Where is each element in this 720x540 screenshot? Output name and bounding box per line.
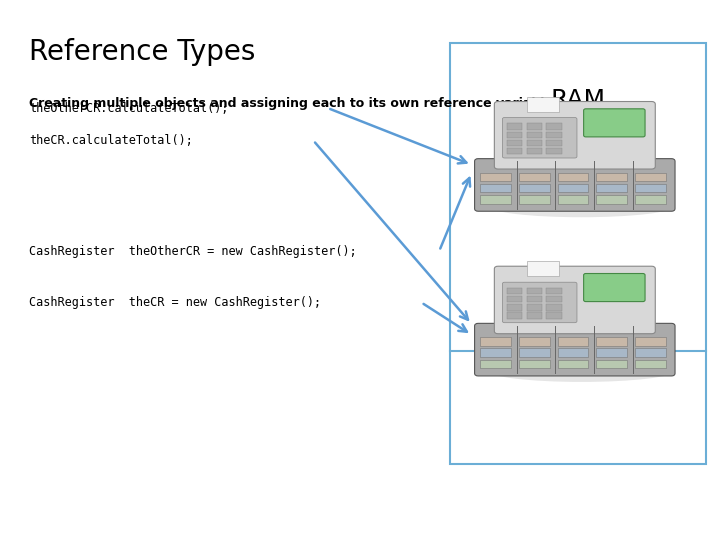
Bar [507, 305, 522, 310]
Bar [526, 261, 559, 276]
Ellipse shape [488, 195, 675, 217]
Bar [507, 148, 522, 154]
Ellipse shape [488, 360, 675, 382]
Bar [635, 184, 666, 192]
Bar [507, 296, 522, 302]
FancyBboxPatch shape [474, 323, 675, 376]
Bar [546, 148, 562, 154]
Bar [546, 124, 562, 130]
Bar [507, 288, 522, 294]
FancyBboxPatch shape [584, 273, 645, 301]
Bar [596, 195, 627, 204]
Bar [558, 172, 588, 181]
Bar [558, 348, 588, 357]
Text: theCR.calculateTotal();: theCR.calculateTotal(); [29, 134, 193, 147]
FancyBboxPatch shape [495, 102, 655, 169]
Bar [519, 184, 550, 192]
FancyBboxPatch shape [450, 43, 706, 464]
Bar [526, 140, 542, 146]
Bar [526, 296, 542, 302]
Bar [507, 140, 522, 146]
Bar [596, 337, 627, 346]
Text: Creating multiple objects and assigning each to its own reference variable:: Creating multiple objects and assigning … [29, 97, 558, 110]
Bar [526, 312, 542, 319]
Bar [546, 140, 562, 146]
Bar [596, 172, 627, 181]
Bar [519, 348, 550, 357]
Bar [546, 305, 562, 310]
Bar [546, 132, 562, 138]
Bar [519, 360, 550, 368]
Text: theOtherCR.calculateTotal();: theOtherCR.calculateTotal(); [29, 102, 228, 114]
Bar [635, 172, 666, 181]
Bar [480, 172, 511, 181]
Bar [546, 288, 562, 294]
Bar [635, 348, 666, 357]
FancyBboxPatch shape [584, 109, 645, 137]
Bar [526, 288, 542, 294]
Bar [526, 148, 542, 154]
Bar [507, 132, 522, 138]
Bar [480, 184, 511, 192]
FancyBboxPatch shape [503, 118, 577, 158]
Text: CashRegister  theOtherCR = new CashRegister();: CashRegister theOtherCR = new CashRegist… [29, 245, 356, 258]
Bar [507, 312, 522, 319]
Bar [526, 305, 542, 310]
Bar [635, 360, 666, 368]
Bar [546, 312, 562, 319]
Bar [480, 337, 511, 346]
Bar [546, 296, 562, 302]
FancyBboxPatch shape [503, 282, 577, 323]
Bar [558, 195, 588, 204]
Bar [596, 360, 627, 368]
Bar [507, 124, 522, 130]
Bar [558, 184, 588, 192]
FancyBboxPatch shape [474, 159, 675, 211]
Bar [519, 172, 550, 181]
Bar [526, 124, 542, 130]
Bar [558, 337, 588, 346]
Bar [596, 184, 627, 192]
Bar [526, 132, 542, 138]
Bar [480, 195, 511, 204]
Bar [558, 360, 588, 368]
Bar [480, 360, 511, 368]
Bar [519, 195, 550, 204]
FancyBboxPatch shape [495, 266, 655, 334]
Bar [526, 97, 559, 112]
Bar [519, 337, 550, 346]
Text: Reference Types: Reference Types [29, 38, 255, 66]
Bar [635, 195, 666, 204]
Text: CashRegister  theCR = new CashRegister();: CashRegister theCR = new CashRegister(); [29, 296, 321, 309]
Text: RAM: RAM [550, 88, 606, 112]
Bar [635, 337, 666, 346]
Bar [480, 348, 511, 357]
Bar [596, 348, 627, 357]
